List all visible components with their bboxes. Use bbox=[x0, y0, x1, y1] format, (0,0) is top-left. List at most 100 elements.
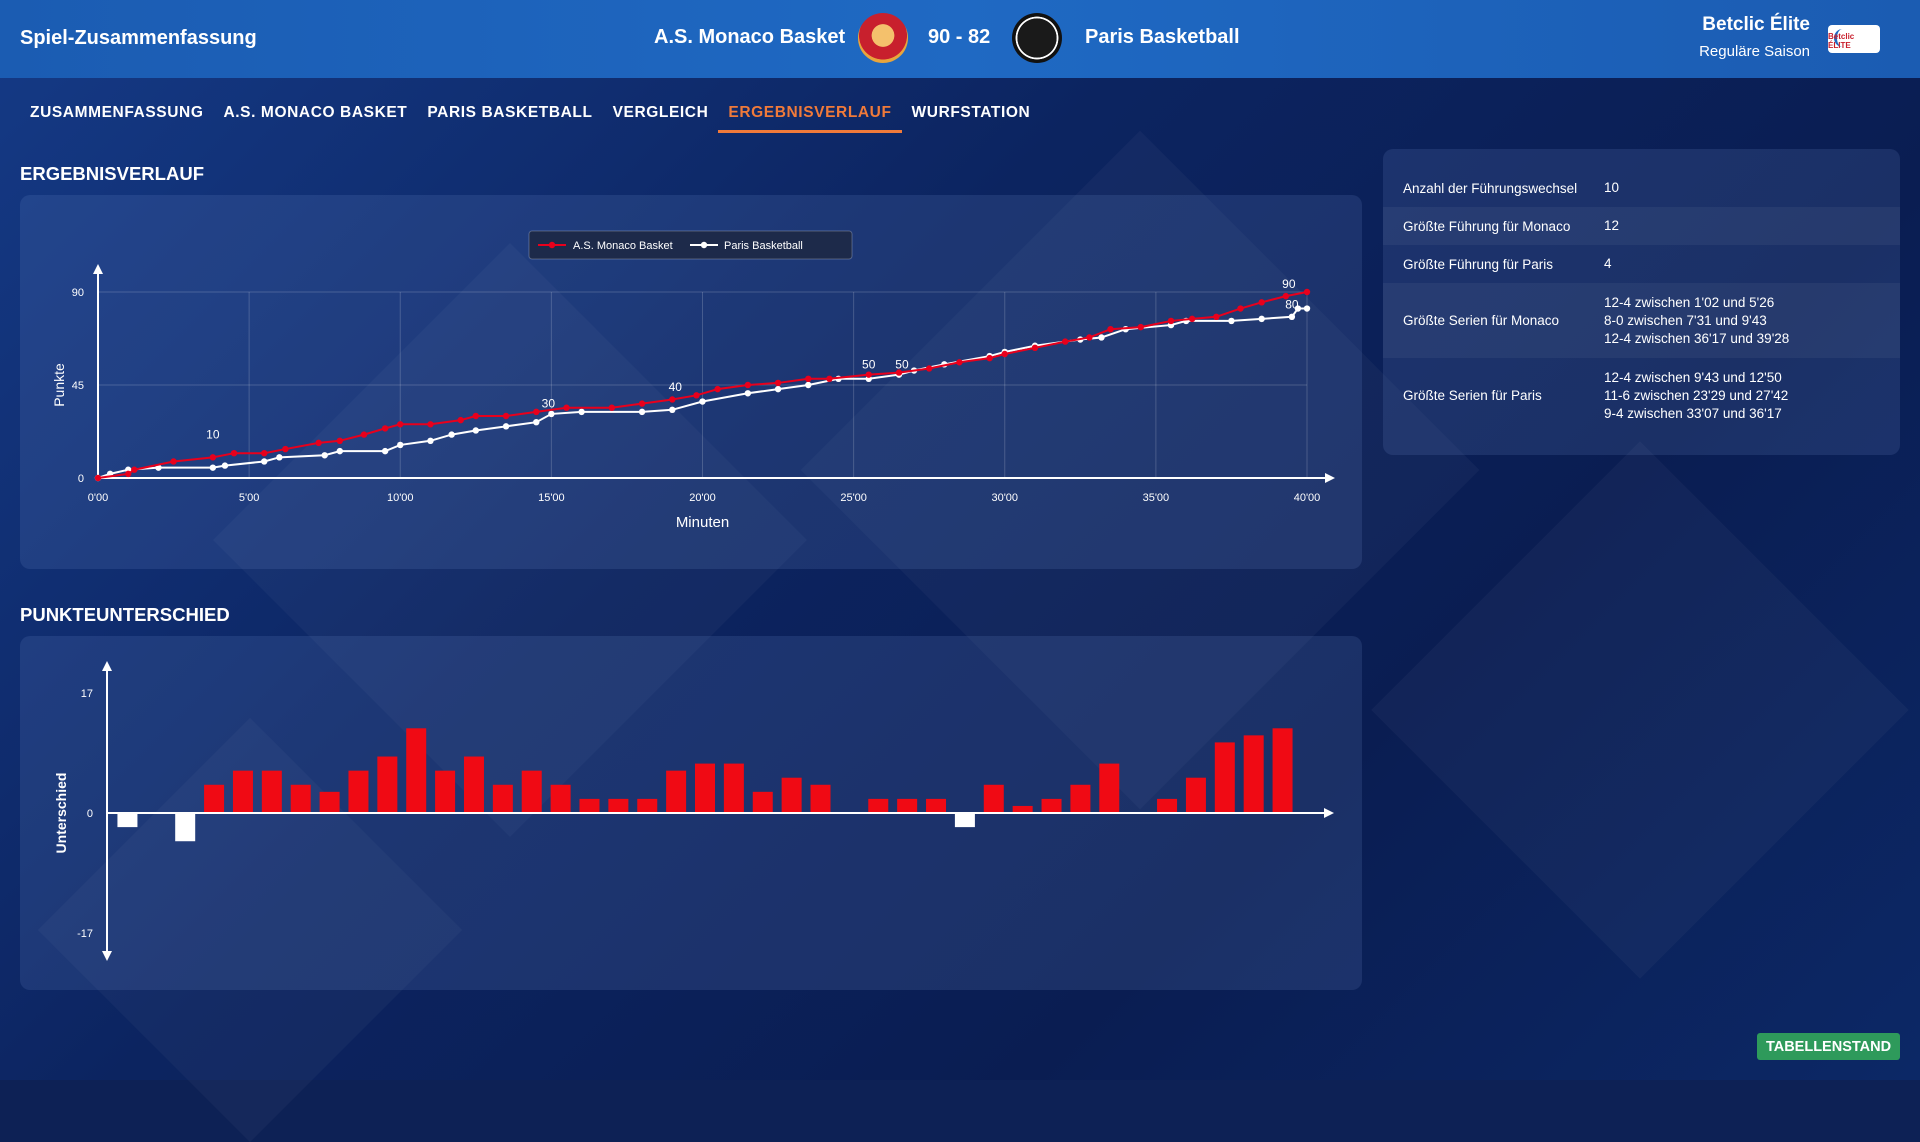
monaco-lead-bar bbox=[232, 770, 253, 813]
y-axis-label: Unterschied bbox=[53, 773, 69, 854]
x-tick-label: 0'00 bbox=[88, 492, 108, 504]
paris-data-point bbox=[1098, 334, 1105, 341]
x-axis-label: Minuten bbox=[676, 514, 729, 531]
paris-data-point bbox=[397, 441, 404, 449]
monaco-lead-bar bbox=[435, 770, 456, 813]
stat-label: Anzahl der Führungswechsel bbox=[1403, 180, 1578, 196]
stat-value: 9-4 zwischen 33'07 und 36'17 bbox=[1604, 405, 1782, 421]
monaco-data-point bbox=[1282, 292, 1290, 300]
score-history-panel: 0'00 5'00 10'00 15'00 20'00 25'00 30'00 35'00 40… bbox=[20, 195, 1362, 569]
paris-data-point bbox=[1303, 305, 1311, 312]
monaco-data-point bbox=[472, 412, 480, 420]
monaco-lead-bar bbox=[1012, 805, 1033, 813]
monaco-data-point bbox=[669, 396, 676, 403]
monaco-logo-icon[interactable] bbox=[858, 13, 908, 63]
y-tick-label: 17 bbox=[81, 688, 93, 700]
paris-data-point bbox=[448, 431, 455, 438]
background bbox=[0, 0, 1920, 1080]
monaco-lead-bar bbox=[666, 770, 687, 813]
paris-data-point bbox=[472, 427, 480, 434]
monaco-lead-bar bbox=[290, 784, 311, 813]
paris-data-point bbox=[744, 390, 752, 397]
x-tick-label: 5'00 bbox=[239, 492, 259, 504]
tab-summary[interactable]: ZUSAMMENFASSUNG bbox=[30, 104, 204, 121]
monaco-score-line bbox=[97, 291, 1308, 479]
monaco-lead-bar bbox=[319, 791, 340, 813]
paris-data-point bbox=[548, 410, 555, 418]
stat-value: 12-4 zwischen 9'43 und 12'50 bbox=[1604, 369, 1782, 385]
monaco-data-point bbox=[170, 458, 177, 465]
monaco-data-point bbox=[336, 437, 343, 444]
milestone-label: 10 bbox=[206, 428, 220, 442]
league-info: Betclic Élite Reguläre Saison bbox=[1699, 14, 1810, 60]
paris-data-point bbox=[1288, 313, 1296, 320]
away-team-name[interactable]: Paris Basketball bbox=[1085, 26, 1240, 48]
monaco-data-point bbox=[94, 474, 102, 482]
monaco-lead-bar bbox=[1214, 742, 1235, 813]
paris-lead-bar bbox=[175, 813, 196, 842]
standings-button[interactable]: TABELLENSTAND bbox=[1757, 1033, 1900, 1060]
monaco-data-point bbox=[502, 412, 510, 420]
monaco-data-point bbox=[925, 365, 933, 372]
monaco-lead-bar bbox=[1041, 798, 1062, 813]
stat-value: 8-0 zwischen 7'31 und 9'43 bbox=[1604, 312, 1767, 328]
tab-score-history[interactable]: ERGEBNISVERLAUF bbox=[718, 104, 902, 133]
match-header: Spiel-Zusammenfassung A.S. Monaco Basket… bbox=[0, 0, 1920, 78]
paris-data-point bbox=[261, 458, 268, 465]
stat-row: Größte Serien für Paris 12-4 zwischen 9'4… bbox=[1383, 358, 1900, 433]
paris-data-point bbox=[699, 398, 706, 405]
monaco-lead-bar bbox=[1243, 735, 1264, 813]
tab-shot-chart[interactable]: WURFSTATION bbox=[911, 104, 1031, 121]
point-diff-title: PUNKTEUNTERSCHIED bbox=[20, 604, 230, 625]
monaco-data-point bbox=[1062, 338, 1069, 345]
paris-data-point bbox=[1228, 317, 1235, 325]
tab-monaco[interactable]: A.S. MONACO BASKET bbox=[223, 104, 408, 121]
home-team-name[interactable]: A.S. Monaco Basket bbox=[654, 26, 846, 48]
stat-values: 12-4 zwischen 1'02 und 5'26 8-0 zwischen … bbox=[1604, 294, 1789, 348]
monaco-data-point bbox=[427, 421, 434, 428]
monaco-data-point bbox=[865, 371, 872, 378]
monaco-data-point bbox=[261, 450, 268, 457]
y-tick-label: 90 bbox=[72, 287, 84, 299]
stat-values: 12-4 zwischen 9'43 und 12'50 11-6 zwische… bbox=[1604, 369, 1788, 423]
score-history-chart: 0'00 5'00 10'00 15'00 20'00 25'00 30'00 35'00 40… bbox=[51, 230, 1335, 531]
x-tick-label: 35'00 bbox=[1143, 492, 1170, 504]
monaco-lead-bar bbox=[377, 756, 398, 813]
paris-data-point bbox=[805, 381, 812, 389]
point-diff-chart: 17 0 -17 Unterschied bbox=[53, 661, 1334, 961]
league-name: Betclic Élite bbox=[1702, 14, 1810, 35]
y-tick-label: -17 bbox=[77, 928, 93, 940]
monaco-lead-bar bbox=[1070, 784, 1091, 813]
match-score: 90 - 82 bbox=[928, 26, 991, 48]
milestone-label: 80 bbox=[1285, 298, 1299, 312]
monaco-lead-bar bbox=[261, 770, 282, 813]
paris-data-point bbox=[1258, 315, 1265, 323]
paris-lead-bar bbox=[117, 813, 138, 828]
paris-lead-bar bbox=[954, 813, 975, 828]
milestone-label: 30 bbox=[542, 397, 556, 411]
monaco-lead-bar bbox=[868, 798, 889, 813]
season-name: Reguläre Saison bbox=[1699, 43, 1810, 60]
paris-data-point bbox=[209, 464, 217, 471]
chart-legend: A.S. Monaco Basket Paris Basketball bbox=[528, 230, 853, 260]
paris-data-point bbox=[533, 419, 540, 426]
monaco-data-point bbox=[315, 439, 322, 447]
monaco-data-point bbox=[986, 354, 993, 362]
monaco-lead-bar bbox=[752, 791, 773, 813]
tab-paris[interactable]: PARIS BASKETBALL bbox=[427, 104, 593, 121]
paris-logo-icon[interactable] bbox=[1012, 13, 1062, 63]
monaco-data-point bbox=[608, 404, 616, 411]
stat-value: 10 bbox=[1604, 180, 1620, 195]
paris-data-point bbox=[381, 447, 389, 455]
monaco-data-point bbox=[1167, 317, 1175, 325]
monaco-lead-bar bbox=[926, 798, 947, 813]
monaco-data-point bbox=[1303, 288, 1311, 296]
paris-data-point bbox=[155, 464, 162, 471]
paris-data-point bbox=[1294, 305, 1302, 312]
monaco-lead-bar bbox=[463, 756, 484, 813]
tab-comparison[interactable]: VERGLEICH bbox=[612, 104, 709, 121]
x-tick-label: 40'00 bbox=[1294, 492, 1321, 504]
monaco-data-point bbox=[956, 359, 963, 366]
stat-value: 12 bbox=[1604, 218, 1620, 233]
monaco-lead-bar bbox=[723, 763, 744, 813]
